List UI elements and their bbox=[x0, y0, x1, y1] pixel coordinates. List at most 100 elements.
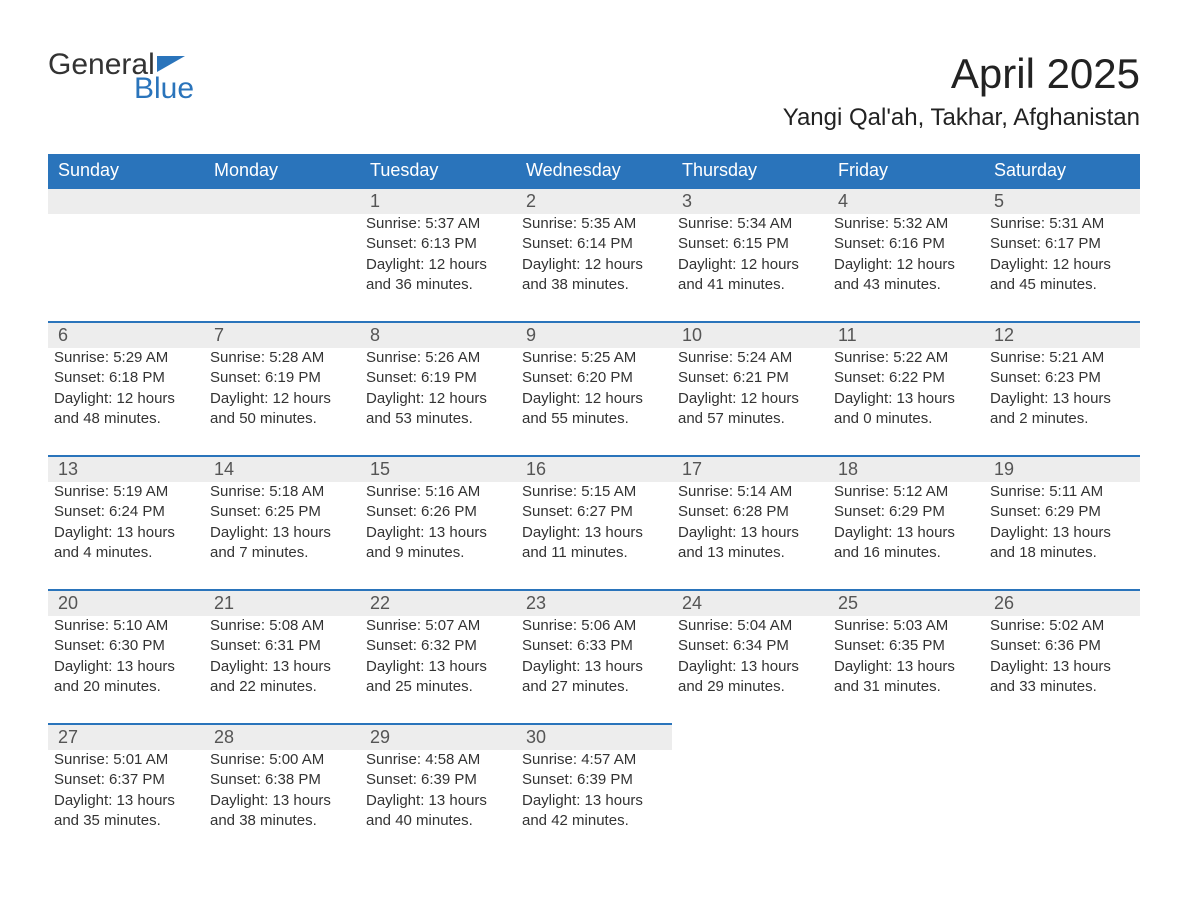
daynum-row: 27282930 bbox=[48, 724, 1140, 750]
daylight-text: Daylight: 13 hours bbox=[54, 791, 198, 811]
day-number-cell: 17 bbox=[672, 456, 828, 482]
daylight-text: and 22 minutes. bbox=[210, 677, 354, 697]
daylight-text: Daylight: 13 hours bbox=[522, 657, 666, 677]
day-header: Monday bbox=[204, 154, 360, 188]
day-cell: Sunrise: 5:04 AMSunset: 6:34 PMDaylight:… bbox=[672, 616, 828, 724]
sunset-text: Sunset: 6:37 PM bbox=[54, 770, 198, 790]
day-number-cell: 6 bbox=[48, 322, 204, 348]
sunrise-text: Sunrise: 5:31 AM bbox=[990, 214, 1134, 234]
daylight-text: and 0 minutes. bbox=[834, 409, 978, 429]
daylight-text: and 13 minutes. bbox=[678, 543, 822, 563]
day-cell: Sunrise: 5:10 AMSunset: 6:30 PMDaylight:… bbox=[48, 616, 204, 724]
daylight-text: Daylight: 12 hours bbox=[522, 255, 666, 275]
daylight-text: and 7 minutes. bbox=[210, 543, 354, 563]
daylight-text: Daylight: 13 hours bbox=[54, 657, 198, 677]
sunset-text: Sunset: 6:39 PM bbox=[366, 770, 510, 790]
day-cell: Sunrise: 5:34 AMSunset: 6:15 PMDaylight:… bbox=[672, 214, 828, 322]
daylight-text: and 2 minutes. bbox=[990, 409, 1134, 429]
sunset-text: Sunset: 6:13 PM bbox=[366, 234, 510, 254]
daylight-text: and 31 minutes. bbox=[834, 677, 978, 697]
daylight-text: Daylight: 12 hours bbox=[834, 255, 978, 275]
daylight-text: Daylight: 12 hours bbox=[522, 389, 666, 409]
daylight-text: Daylight: 13 hours bbox=[366, 657, 510, 677]
day-cell: Sunrise: 5:01 AMSunset: 6:37 PMDaylight:… bbox=[48, 750, 204, 857]
daylight-text: and 16 minutes. bbox=[834, 543, 978, 563]
sunset-text: Sunset: 6:28 PM bbox=[678, 502, 822, 522]
day-header: Wednesday bbox=[516, 154, 672, 188]
sunrise-text: Sunrise: 5:02 AM bbox=[990, 616, 1134, 636]
day-cell: Sunrise: 5:28 AMSunset: 6:19 PMDaylight:… bbox=[204, 348, 360, 456]
logo: General Blue bbox=[48, 50, 194, 104]
daylight-text: Daylight: 12 hours bbox=[210, 389, 354, 409]
daylight-text: and 18 minutes. bbox=[990, 543, 1134, 563]
sunset-text: Sunset: 6:36 PM bbox=[990, 636, 1134, 656]
sunrise-text: Sunrise: 5:35 AM bbox=[522, 214, 666, 234]
day-number-cell: 28 bbox=[204, 724, 360, 750]
week-row: Sunrise: 5:10 AMSunset: 6:30 PMDaylight:… bbox=[48, 616, 1140, 724]
day-number-cell: 4 bbox=[828, 188, 984, 214]
sunset-text: Sunset: 6:18 PM bbox=[54, 368, 198, 388]
day-number-cell: 8 bbox=[360, 322, 516, 348]
sunrise-text: Sunrise: 5:25 AM bbox=[522, 348, 666, 368]
sunrise-text: Sunrise: 5:37 AM bbox=[366, 214, 510, 234]
daylight-text: Daylight: 12 hours bbox=[678, 255, 822, 275]
day-cell: Sunrise: 5:37 AMSunset: 6:13 PMDaylight:… bbox=[360, 214, 516, 322]
day-number-cell bbox=[828, 724, 984, 750]
calendar-table: Sunday Monday Tuesday Wednesday Thursday… bbox=[48, 154, 1140, 857]
day-number-cell: 24 bbox=[672, 590, 828, 616]
week-row: Sunrise: 5:29 AMSunset: 6:18 PMDaylight:… bbox=[48, 348, 1140, 456]
daynum-row: 13141516171819 bbox=[48, 456, 1140, 482]
day-number-cell: 19 bbox=[984, 456, 1140, 482]
daylight-text: and 41 minutes. bbox=[678, 275, 822, 295]
day-number-cell: 30 bbox=[516, 724, 672, 750]
daylight-text: and 48 minutes. bbox=[54, 409, 198, 429]
daynum-row: 20212223242526 bbox=[48, 590, 1140, 616]
day-number-cell: 11 bbox=[828, 322, 984, 348]
daylight-text: Daylight: 13 hours bbox=[990, 389, 1134, 409]
day-cell: Sunrise: 5:21 AMSunset: 6:23 PMDaylight:… bbox=[984, 348, 1140, 456]
day-cell: Sunrise: 5:02 AMSunset: 6:36 PMDaylight:… bbox=[984, 616, 1140, 724]
day-number-cell: 12 bbox=[984, 322, 1140, 348]
sunrise-text: Sunrise: 5:00 AM bbox=[210, 750, 354, 770]
daylight-text: Daylight: 13 hours bbox=[54, 523, 198, 543]
sunrise-text: Sunrise: 5:34 AM bbox=[678, 214, 822, 234]
sunrise-text: Sunrise: 5:08 AM bbox=[210, 616, 354, 636]
day-header: Friday bbox=[828, 154, 984, 188]
sunset-text: Sunset: 6:29 PM bbox=[990, 502, 1134, 522]
week-row: Sunrise: 5:19 AMSunset: 6:24 PMDaylight:… bbox=[48, 482, 1140, 590]
sunset-text: Sunset: 6:30 PM bbox=[54, 636, 198, 656]
sunset-text: Sunset: 6:22 PM bbox=[834, 368, 978, 388]
day-number-cell: 27 bbox=[48, 724, 204, 750]
day-header: Saturday bbox=[984, 154, 1140, 188]
location-subtitle: Yangi Qal'ah, Takhar, Afghanistan bbox=[783, 104, 1140, 132]
day-number-cell bbox=[672, 724, 828, 750]
day-cell: Sunrise: 5:35 AMSunset: 6:14 PMDaylight:… bbox=[516, 214, 672, 322]
daylight-text: Daylight: 13 hours bbox=[366, 523, 510, 543]
sunset-text: Sunset: 6:39 PM bbox=[522, 770, 666, 790]
day-number-cell: 3 bbox=[672, 188, 828, 214]
day-cell: Sunrise: 5:26 AMSunset: 6:19 PMDaylight:… bbox=[360, 348, 516, 456]
sunset-text: Sunset: 6:26 PM bbox=[366, 502, 510, 522]
day-cell: Sunrise: 5:32 AMSunset: 6:16 PMDaylight:… bbox=[828, 214, 984, 322]
day-number-cell: 13 bbox=[48, 456, 204, 482]
sunrise-text: Sunrise: 5:01 AM bbox=[54, 750, 198, 770]
sunset-text: Sunset: 6:16 PM bbox=[834, 234, 978, 254]
sunset-text: Sunset: 6:15 PM bbox=[678, 234, 822, 254]
daylight-text: and 11 minutes. bbox=[522, 543, 666, 563]
sunrise-text: Sunrise: 5:18 AM bbox=[210, 482, 354, 502]
week-row: Sunrise: 5:37 AMSunset: 6:13 PM Daylight:… bbox=[48, 214, 1140, 322]
day-number-cell bbox=[204, 188, 360, 214]
daylight-text: Daylight: 12 hours bbox=[990, 255, 1134, 275]
day-number-cell: 22 bbox=[360, 590, 516, 616]
daylight-text: Daylight: 13 hours bbox=[834, 389, 978, 409]
day-cell bbox=[828, 750, 984, 857]
daylight-text: and 45 minutes. bbox=[990, 275, 1134, 295]
day-cell: Sunrise: 5:19 AMSunset: 6:24 PMDaylight:… bbox=[48, 482, 204, 590]
daylight-text: Daylight: 12 hours bbox=[366, 389, 510, 409]
sunrise-text: Sunrise: 5:04 AM bbox=[678, 616, 822, 636]
day-number-cell: 26 bbox=[984, 590, 1140, 616]
daylight-text: Daylight: 13 hours bbox=[522, 523, 666, 543]
sunset-text: Sunset: 6:19 PM bbox=[210, 368, 354, 388]
day-number-cell: 2 bbox=[516, 188, 672, 214]
daylight-text: Daylight: 13 hours bbox=[834, 523, 978, 543]
